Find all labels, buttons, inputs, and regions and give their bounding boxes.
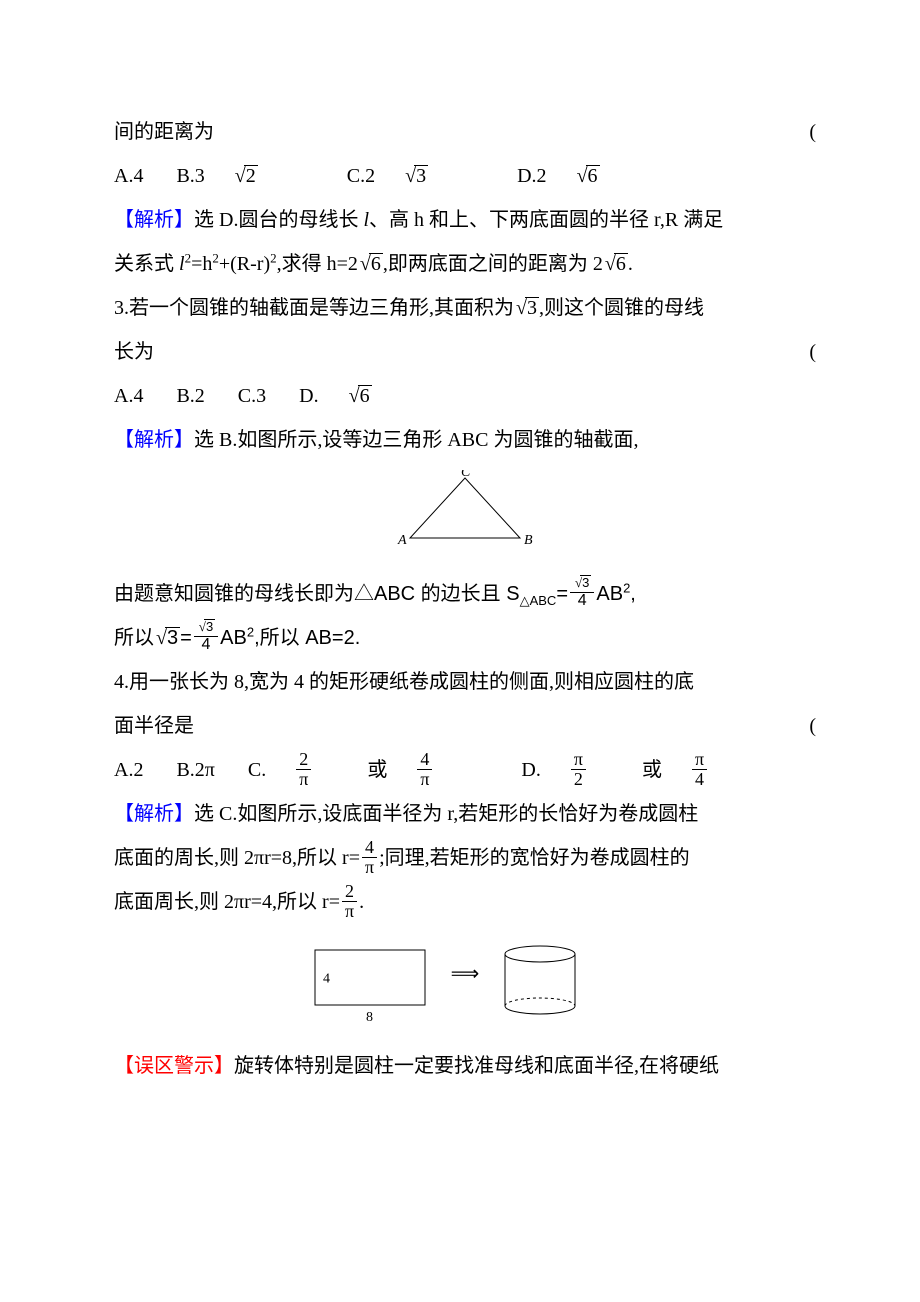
- q3-analysis-line1: 【解析】选 B.如图所示,设等边三角形 ABC 为圆锥的轴截面,: [114, 418, 816, 462]
- q4-opt-d: D.π2或π4: [521, 759, 763, 781]
- q3-stem-line1: 3.若一个圆锥的轴截面是等边三角形,其面积为3,则这个圆锥的母线: [114, 286, 816, 330]
- analysis-label: 【解析】: [114, 803, 194, 825]
- q4-figure: 4 8 ⟹: [114, 932, 816, 1038]
- warn-label: 【误区警示】: [114, 1055, 234, 1077]
- q2-opt-c: C.23: [347, 165, 484, 187]
- q4-opt-b: B.2π: [176, 759, 214, 781]
- q2-opt-a: A.4: [114, 165, 143, 187]
- q4-analysis-line3: 底面周长,则 2πr=4,所以 r=2π.: [114, 880, 816, 924]
- rect-cylinder-svg: 4 8 ⟹: [305, 932, 625, 1022]
- triangle-svg: A B C: [385, 470, 545, 550]
- q3-options: A.4 B.2 C.3 D.6: [114, 374, 816, 418]
- q4-opt-c: C.2π或4π: [248, 759, 494, 781]
- q2-stem-tail: 间的距离为 (: [114, 110, 816, 154]
- open-paren: (: [809, 330, 816, 374]
- svg-text:C: C: [461, 470, 471, 480]
- q2-analysis-line1: 【解析】选 D.圆台的母线长 l、高 h 和上、下两底面圆的半径 r,R 满足: [114, 198, 816, 242]
- q3-line4: 由题意知圆锥的母线长即为△ABC 的边长且 S△ABC=34AB2,: [114, 572, 816, 616]
- q3-opt-d: D.6: [299, 385, 427, 407]
- svg-text:4: 4: [323, 972, 330, 987]
- q4-options: A.2 B.2π C.2π或4π D.π2或π4: [114, 748, 816, 792]
- q4-opt-a: A.2: [114, 759, 143, 781]
- svg-text:B: B: [524, 533, 533, 548]
- analysis-label: 【解析】: [114, 209, 194, 231]
- q3-opt-c: C.3: [238, 385, 266, 407]
- svg-text:8: 8: [366, 1010, 373, 1022]
- q2-options: A.4 B.32 C.23 D.26: [114, 154, 816, 198]
- q3-opt-b: B.2: [176, 385, 204, 407]
- q3-figure-triangle: A B C: [114, 470, 816, 566]
- analysis-label: 【解析】: [114, 429, 194, 451]
- q2-stem-text: 间的距离为: [114, 121, 214, 143]
- svg-text:⟹: ⟹: [451, 963, 480, 985]
- svg-text:A: A: [397, 533, 407, 548]
- q4-stem-line2: 面半径是 (: [114, 704, 816, 748]
- q3-line5: 所以3=34AB2,所以 AB=2.: [114, 616, 816, 660]
- q4-analysis-line2: 底面的周长,则 2πr=8,所以 r=4π;同理,若矩形的宽恰好为卷成圆柱的: [114, 836, 816, 880]
- q4-warn: 【误区警示】旋转体特别是圆柱一定要找准母线和底面半径,在将硬纸: [114, 1044, 816, 1088]
- q2-opt-b: B.32: [176, 165, 313, 187]
- q2-opt-d: D.26: [517, 165, 655, 187]
- open-paren: (: [809, 704, 816, 748]
- open-paren: (: [809, 110, 816, 154]
- page: 间的距离为 ( A.4 B.32 C.23 D.26 【解析】选 D.圆台的母线…: [0, 0, 920, 1148]
- q3-opt-a: A.4: [114, 385, 143, 407]
- q3-stem-line2: 长为 (: [114, 330, 816, 374]
- q4-stem-line1: 4.用一张长为 8,宽为 4 的矩形硬纸卷成圆柱的侧面,则相应圆柱的底: [114, 660, 816, 704]
- q2-analysis-line2: 关系式 l2=h2+(R-r)2,求得 h=26,即两底面之间的距离为 26.: [114, 242, 816, 286]
- q4-analysis-line1: 【解析】选 C.如图所示,设底面半径为 r,若矩形的长恰好为卷成圆柱: [114, 792, 816, 836]
